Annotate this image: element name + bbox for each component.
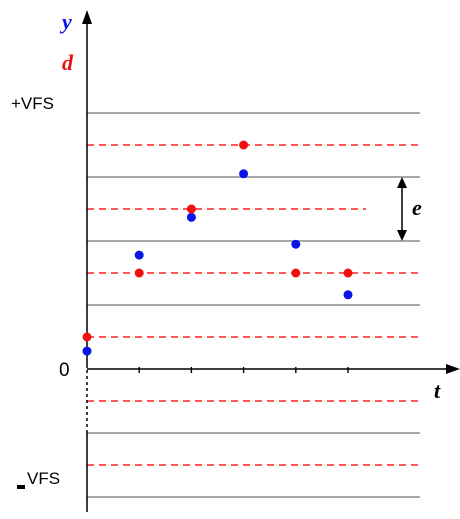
y-sample-point	[291, 239, 301, 249]
decision-thresholds	[87, 144, 420, 466]
label-minus-vfs: VFS	[27, 469, 60, 488]
label-d: d	[62, 50, 74, 75]
label-zero: 0	[59, 360, 70, 381]
y-sample-point	[186, 212, 196, 222]
y-axis-arrowhead	[82, 10, 92, 24]
quantization-levels	[87, 112, 420, 498]
y-sample-point	[239, 169, 249, 179]
bracket-arrow-up	[397, 177, 407, 188]
d-sample-point	[291, 268, 301, 278]
d-sample-point	[186, 204, 196, 214]
label-e: e	[412, 195, 422, 220]
step-size-bracket	[397, 177, 407, 241]
d-sample-point	[343, 268, 353, 278]
t-axis-arrowhead	[446, 364, 460, 374]
d-sample-point	[134, 268, 144, 278]
minus-sign-mark	[17, 485, 25, 489]
bracket-arrow-down	[397, 230, 407, 241]
label-y: y	[59, 9, 72, 34]
t-axis-ticks	[138, 367, 349, 373]
d-sample-point	[82, 332, 92, 342]
y-sample-point	[134, 250, 144, 260]
label-t: t	[434, 378, 441, 403]
label-plus-vfs: +VFS	[11, 94, 54, 113]
sample-points	[82, 140, 353, 356]
y-sample-point	[82, 346, 92, 356]
y-sample-point	[343, 290, 353, 300]
d-sample-point	[239, 140, 249, 150]
